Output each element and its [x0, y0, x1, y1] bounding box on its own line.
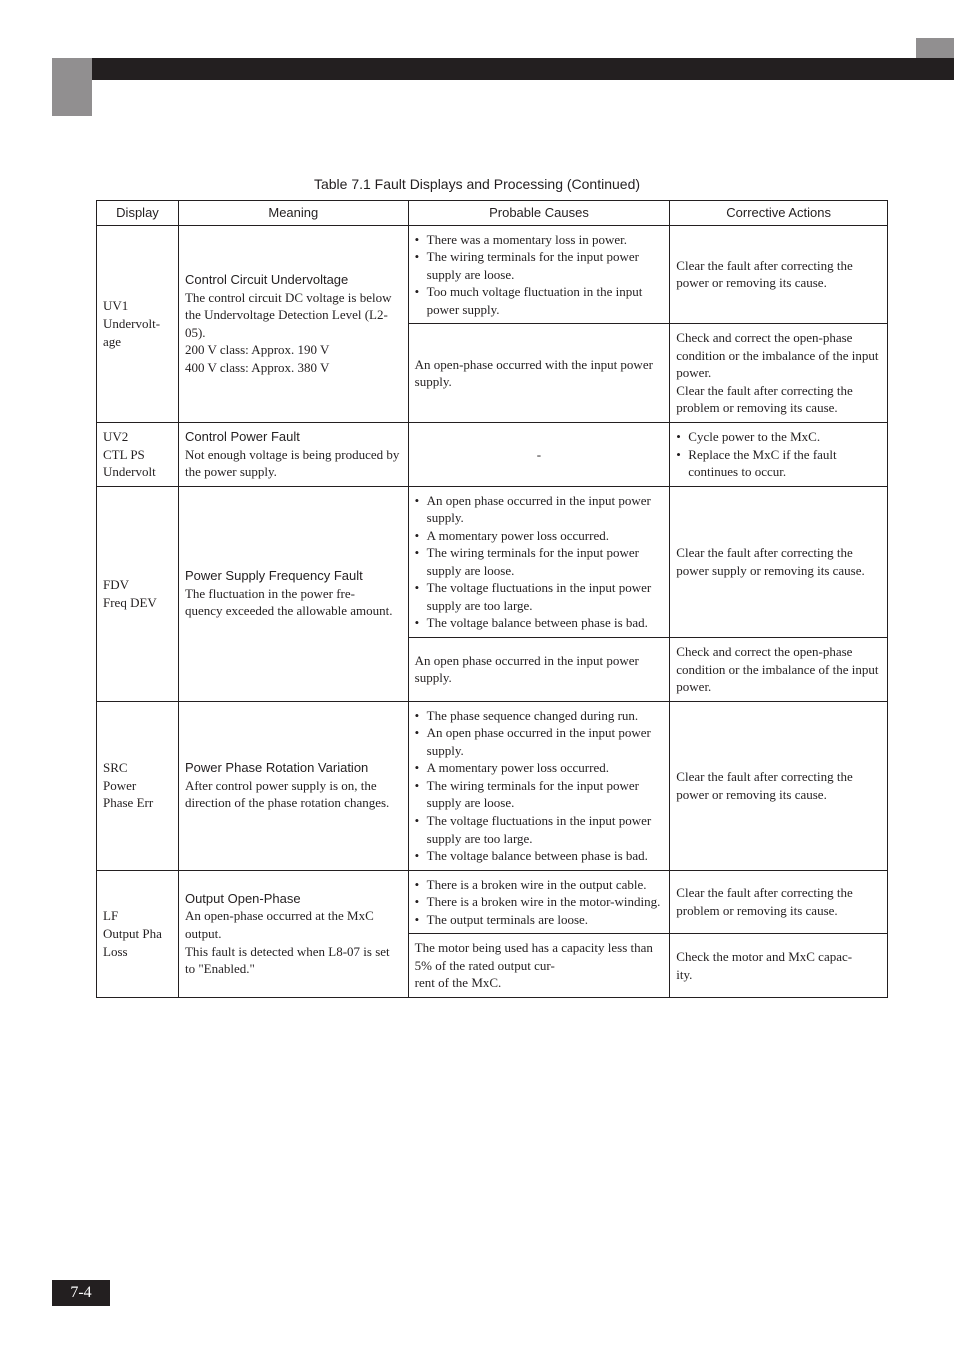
cause-item: The wiring terminals for the input power…: [415, 248, 664, 283]
cause-item: The output terminals are loose.: [415, 911, 664, 929]
cell-actions: Cycle power to the MxC. Replace the MxC …: [670, 423, 888, 487]
meaning-title: Power Supply Frequency Fault: [185, 568, 363, 583]
cell-meaning: Output Open-Phase An open-phase occurred…: [178, 870, 408, 997]
cause-item: An open phase occurred in the input powe…: [415, 492, 664, 527]
table-caption: Table 7.1 Fault Displays and Processing …: [0, 176, 954, 192]
cause-item: A momentary power loss occurred.: [415, 759, 664, 777]
table-row: FDV Freq DEV Power Supply Frequency Faul…: [97, 486, 888, 637]
header-bar: [52, 58, 954, 80]
meaning-title: Output Open-Phase: [185, 891, 301, 906]
cell-causes: The motor being used has a capacity less…: [408, 934, 670, 998]
cause-item: The wiring terminals for the input power…: [415, 544, 664, 579]
cell-meaning: Control Power Fault Not enough voltage i…: [178, 423, 408, 487]
cause-item: A momentary power loss occurred.: [415, 527, 664, 545]
display-text: FDV Freq DEV: [103, 577, 157, 610]
cause-item: There is a broken wire in the motor-wind…: [415, 893, 664, 911]
meaning-body: An open-phase occurred at the MxC output…: [185, 908, 390, 976]
cell-actions: Check and correct the open-phase conditi…: [670, 324, 888, 423]
header-causes: Probable Causes: [408, 201, 670, 226]
cause-item: Too much voltage fluctuation in the inpu…: [415, 283, 664, 318]
fault-table: Display Meaning Probable Causes Correcti…: [96, 200, 888, 998]
table-row: LF Output Pha Loss Output Open-Phase An …: [97, 870, 888, 934]
header-display: Display: [97, 201, 179, 226]
causes-list: An open phase occurred in the input powe…: [415, 492, 664, 632]
cause-item: An open phase occurred in the input powe…: [415, 724, 664, 759]
cell-display: FDV Freq DEV: [97, 486, 179, 701]
cell-actions: Clear the fault after correcting the pow…: [670, 225, 888, 324]
cause-item: The wiring terminals for the input power…: [415, 777, 664, 812]
table-row: SRC Power Phase Err Power Phase Rotation…: [97, 701, 888, 870]
table-row: UV1 Undervolt- age Control Circuit Under…: [97, 225, 888, 324]
table-row: UV2 CTL PS Undervolt Control Power Fault…: [97, 423, 888, 487]
cell-causes: An open phase occurred in the input powe…: [408, 486, 670, 637]
table-header-row: Display Meaning Probable Causes Correcti…: [97, 201, 888, 226]
meaning-title: Control Circuit Undervoltage: [185, 272, 348, 287]
page-number-tab: 7-4: [52, 1280, 110, 1306]
meaning-body: After control power supply is on, the di…: [185, 778, 389, 811]
cell-causes: An open phase occurred in the input powe…: [408, 638, 670, 702]
cause-item: The voltage fluctuations in the input po…: [415, 579, 664, 614]
cell-display: SRC Power Phase Err: [97, 701, 179, 870]
display-text: UV1 Undervolt- age: [103, 298, 160, 348]
cause-item: The voltage balance between phase is bad…: [415, 847, 664, 865]
cell-meaning: Power Supply Frequency Fault The fluctua…: [178, 486, 408, 701]
cause-item: There was a momentary loss in power.: [415, 231, 664, 249]
meaning-title: Control Power Fault: [185, 429, 300, 444]
cell-causes: The phase sequence changed during run. A…: [408, 701, 670, 870]
cell-actions: Clear the fault after correcting the pro…: [670, 870, 888, 934]
cell-causes: -: [408, 423, 670, 487]
cell-display: UV1 Undervolt- age: [97, 225, 179, 422]
meaning-body: The control circuit DC voltage is below …: [185, 290, 392, 375]
causes-list: The phase sequence changed during run. A…: [415, 707, 664, 865]
meaning-body: Not enough voltage is being produced by …: [185, 447, 399, 480]
cause-item: The voltage fluctuations in the input po…: [415, 812, 664, 847]
cell-meaning: Power Phase Rotation Variation After con…: [178, 701, 408, 870]
cell-display: UV2 CTL PS Undervolt: [97, 423, 179, 487]
action-item: Replace the MxC if the fault continues t…: [676, 446, 881, 481]
cell-actions: Check and correct the open-phase conditi…: [670, 638, 888, 702]
action-item: Cycle power to the MxC.: [676, 428, 881, 446]
cause-item: The phase sequence changed during run.: [415, 707, 664, 725]
meaning-body: The fluctuation in the power fre- quency…: [185, 586, 393, 619]
actions-list: Cycle power to the MxC. Replace the MxC …: [676, 428, 881, 481]
causes-list: There was a momentary loss in power. The…: [415, 231, 664, 319]
display-text: UV2 CTL PS Undervolt: [103, 429, 156, 479]
causes-list: There is a broken wire in the output cab…: [415, 876, 664, 929]
header-meaning: Meaning: [178, 201, 408, 226]
meaning-title: Power Phase Rotation Variation: [185, 760, 368, 775]
display-text: LF Output Pha Loss: [103, 908, 162, 958]
page-number: 7-4: [70, 1284, 91, 1302]
cause-item: There is a broken wire in the output cab…: [415, 876, 664, 894]
cell-actions: Check the motor and MxC capac- ity.: [670, 934, 888, 998]
cell-causes: An open-phase occurred with the input po…: [408, 324, 670, 423]
cell-causes: There is a broken wire in the output cab…: [408, 870, 670, 934]
cell-causes: There was a momentary loss in power. The…: [408, 225, 670, 324]
display-text: SRC Power Phase Err: [103, 760, 153, 810]
cell-actions: Clear the fault after correcting the pow…: [670, 486, 888, 637]
cause-item: The voltage balance between phase is bad…: [415, 614, 664, 632]
header-tab: [52, 58, 92, 116]
header-actions: Corrective Actions: [670, 201, 888, 226]
cell-display: LF Output Pha Loss: [97, 870, 179, 997]
cell-actions: Clear the fault after correcting the pow…: [670, 701, 888, 870]
cell-meaning: Control Circuit Undervoltage The control…: [178, 225, 408, 422]
